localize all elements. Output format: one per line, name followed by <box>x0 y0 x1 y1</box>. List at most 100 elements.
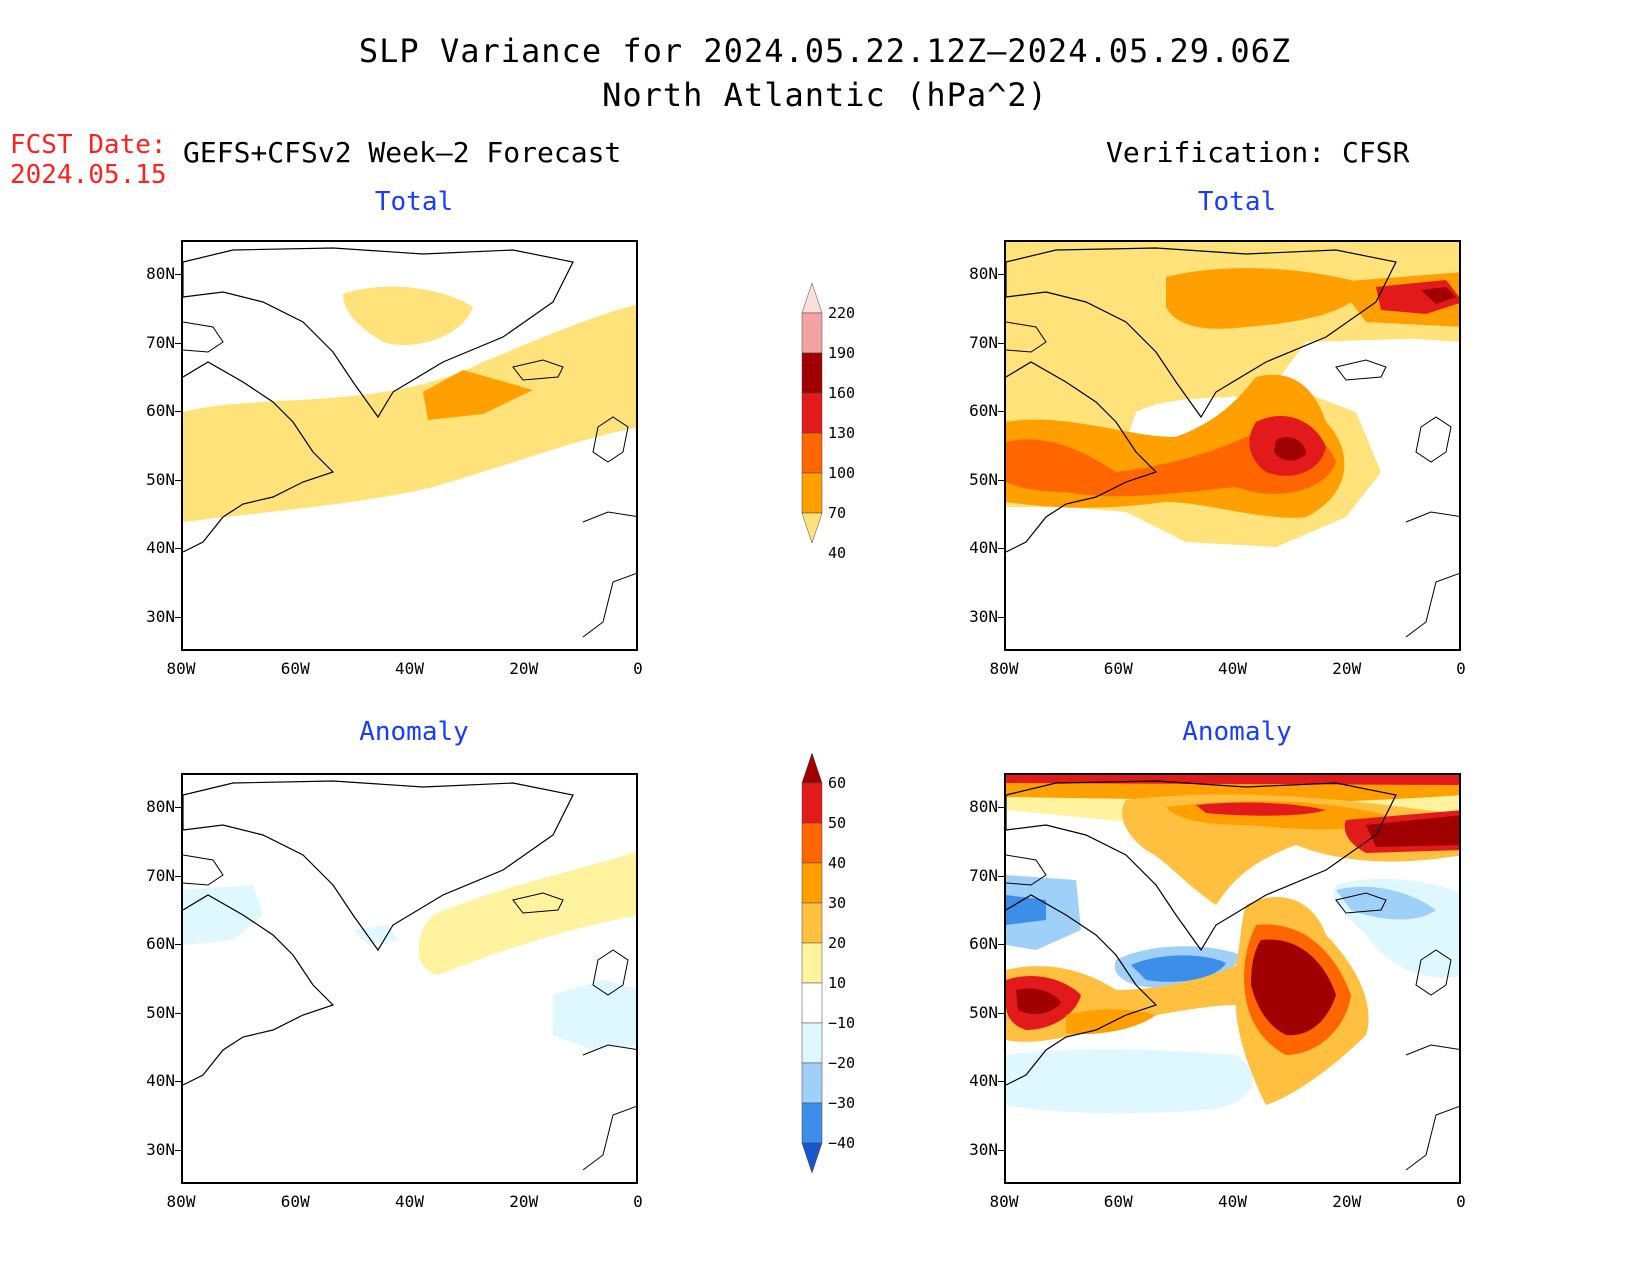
panel-title-forecast-anomaly: Anomaly <box>359 717 469 747</box>
colorbar-swatch <box>801 822 823 864</box>
lat-tick-label: 70N <box>146 865 175 885</box>
lat-tick-mark <box>998 342 1004 344</box>
colorbar-swatch <box>801 1062 823 1104</box>
panel-title-forecast-total: Total <box>374 187 454 217</box>
colorbar-anomaly-swatches <box>801 752 823 1174</box>
colorbar-label: 70 <box>828 504 847 522</box>
colorbar-total-swatches <box>801 282 823 544</box>
lat-tick-mark <box>175 1149 181 1151</box>
colorbar-anomaly <box>800 752 830 1207</box>
colorbar-swatch <box>801 982 823 1024</box>
lat-tick-label: 40N <box>146 538 175 558</box>
colorbar-swatch <box>801 352 823 394</box>
colorbar-label: −20 <box>828 1054 856 1072</box>
colorbar-label: 60 <box>828 774 847 792</box>
lon-tick-label: 80W <box>989 659 1019 678</box>
lat-tick-label: 70N <box>146 332 175 352</box>
lon-tick-label: 20W <box>1332 1192 1362 1211</box>
colorbar-label: 40 <box>828 854 847 872</box>
map-forecast-anomaly <box>181 773 638 1184</box>
lat-tick-mark <box>175 274 181 276</box>
map-verification-anomaly <box>1004 773 1461 1184</box>
colorbar-swatch <box>801 282 823 314</box>
lon-tick-label: 0 <box>1456 659 1466 678</box>
lat-tick-label: 50N <box>969 469 998 489</box>
lat-tick-label: 60N <box>969 934 998 954</box>
lon-tick-label: 60W <box>280 1192 310 1211</box>
colorbar-label: 190 <box>828 344 856 362</box>
colorbar-label: 100 <box>828 464 856 482</box>
lat-tick-mark <box>998 944 1004 946</box>
lat-tick-label: 60N <box>146 401 175 421</box>
lat-tick-label: 40N <box>969 1071 998 1091</box>
figure-title: SLP Variance for 2024.05.22.12Z–2024.05.… <box>358 32 1292 70</box>
lon-tick-label: 0 <box>1456 1192 1466 1211</box>
fcst-date-value: 2024.05.15 <box>10 160 167 190</box>
colorbar-label: 20 <box>828 934 847 952</box>
lat-tick-label: 40N <box>969 538 998 558</box>
colorbar-swatch <box>801 392 823 434</box>
colorbar-swatch <box>801 472 823 514</box>
contour-field-forecast-total <box>183 247 636 638</box>
lon-tick-label: 80W <box>166 659 196 678</box>
colorbar-label: 160 <box>828 384 856 402</box>
colorbar-swatch <box>801 902 823 944</box>
lon-tick-label: 40W <box>395 1192 424 1211</box>
lat-tick-label: 80N <box>146 797 175 817</box>
colorbar-swatch <box>801 782 823 824</box>
forecast-header: GEFS+CFSv2 Week–2 Forecast <box>183 136 622 169</box>
colorbar-swatch <box>801 1022 823 1064</box>
contour-field-verification-total <box>1006 242 1459 638</box>
colorbar-label: 130 <box>828 424 856 442</box>
lat-tick-mark <box>998 1081 1004 1083</box>
lat-tick-mark <box>998 274 1004 276</box>
lon-tick-label: 60W <box>280 659 310 678</box>
lat-tick-label: 70N <box>969 865 998 885</box>
lat-tick-mark <box>175 875 181 877</box>
lon-tick-label: 20W <box>509 1192 539 1211</box>
lon-tick-label: 80W <box>166 1192 196 1211</box>
lon-tick-label: 40W <box>395 659 424 678</box>
colorbar-swatch <box>801 312 823 354</box>
lat-tick-label: 30N <box>146 1139 175 1159</box>
lon-tick-label: 20W <box>1332 659 1362 678</box>
lat-tick-label: 60N <box>146 934 175 954</box>
colorbar-label: 30 <box>828 894 847 912</box>
lat-tick-mark <box>998 875 1004 877</box>
lat-tick-mark <box>175 807 181 809</box>
lat-tick-label: 30N <box>969 1139 998 1159</box>
lat-tick-label: 30N <box>969 606 998 626</box>
lat-tick-label: 30N <box>146 606 175 626</box>
fcst-date-label: FCST Date: <box>10 130 167 160</box>
colorbar-swatch <box>801 1102 823 1144</box>
colorbar-swatch <box>801 1142 823 1174</box>
lat-tick-mark <box>175 1012 181 1014</box>
lat-tick-mark <box>175 548 181 550</box>
panel-title-verification-total: Total <box>1197 187 1277 217</box>
lon-tick-label: 60W <box>1103 1192 1133 1211</box>
colorbar-label: 50 <box>828 814 847 832</box>
contour-field-verification-anomaly <box>1006 775 1459 1171</box>
lat-tick-label: 40N <box>146 1071 175 1091</box>
lat-tick-mark <box>175 411 181 413</box>
lon-tick-label: 60W <box>1103 659 1133 678</box>
colorbar-label: −30 <box>828 1094 856 1112</box>
lon-tick-label: 20W <box>509 659 539 678</box>
lat-tick-mark <box>998 411 1004 413</box>
map-verification-total <box>1004 240 1461 651</box>
figure-subtitle: North Atlantic (hPa^2) <box>602 76 1048 114</box>
colorbar-swatch <box>801 752 823 784</box>
lon-tick-label: 0 <box>633 659 643 678</box>
colorbar-swatch <box>801 942 823 984</box>
lon-tick-label: 40W <box>1218 659 1247 678</box>
lon-tick-label: 40W <box>1218 1192 1247 1211</box>
lat-tick-label: 50N <box>969 1002 998 1022</box>
verification-header: Verification: CFSR <box>1106 136 1410 169</box>
colorbar-swatch <box>801 432 823 474</box>
lat-tick-mark <box>998 1012 1004 1014</box>
colorbar-swatch <box>801 862 823 904</box>
map-forecast-total <box>181 240 638 651</box>
lat-tick-mark <box>998 1149 1004 1151</box>
colorbar-label: 10 <box>828 974 847 992</box>
lat-tick-mark <box>175 944 181 946</box>
